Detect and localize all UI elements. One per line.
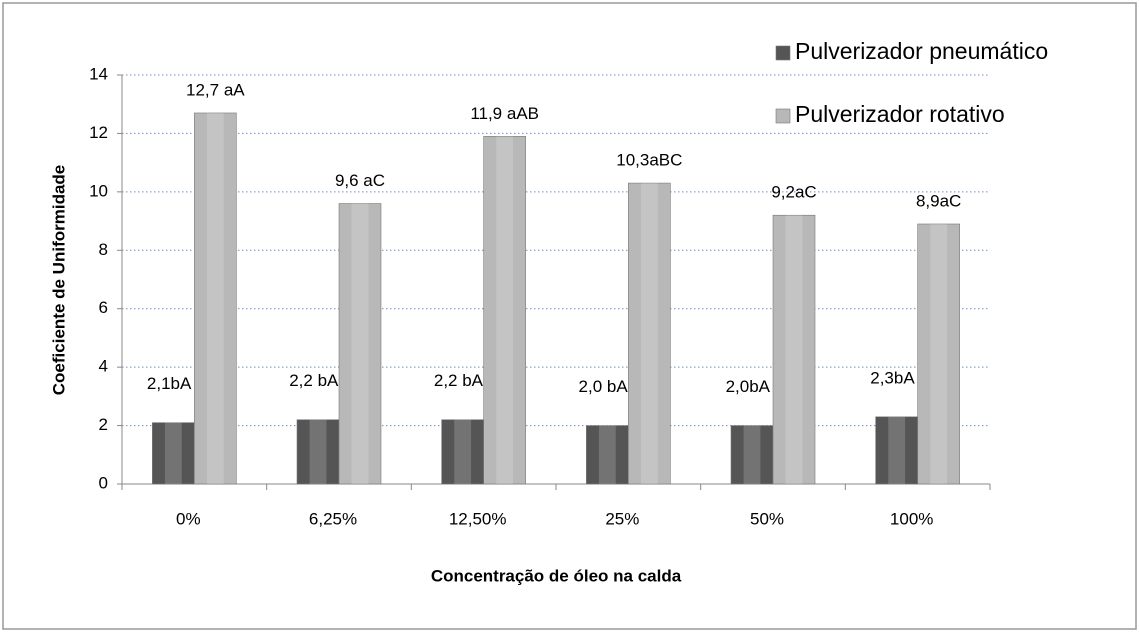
y-tick-label: 4 (99, 357, 108, 376)
data-label: 2,0 bA (579, 377, 629, 396)
bar-highlight (496, 136, 514, 484)
y-tick-label: 8 (99, 240, 108, 259)
y-tick-label: 14 (89, 64, 108, 83)
bar-highlight (743, 425, 761, 484)
data-label: 12,7 aA (186, 80, 245, 99)
data-label: 8,9aC (916, 191, 961, 210)
bar-highlight (351, 203, 369, 485)
bar-highlight (785, 215, 803, 484)
y-tick-label: 2 (99, 415, 108, 434)
data-label: 10,3aBC (616, 151, 682, 170)
x-tick-label: 6,25% (309, 509, 357, 528)
data-label: 2,3bA (870, 368, 915, 387)
data-label: 2,2 bA (434, 371, 484, 390)
x-tick-label: 50% (750, 509, 784, 528)
y-axis-title: Coeficiente de Uniformidade (49, 165, 68, 395)
bar (194, 112, 237, 485)
bar (338, 203, 382, 485)
y-tick-label: 0 (99, 473, 108, 492)
bar (483, 136, 526, 485)
bar (917, 223, 960, 485)
bar (730, 425, 774, 485)
bar (586, 425, 629, 485)
bar-highlight (454, 419, 472, 484)
data-label: 9,6 aC (335, 171, 385, 190)
x-tick-label: 25% (605, 509, 639, 528)
data-label: 2,2 bA (289, 371, 339, 390)
bar (875, 416, 918, 485)
x-axis-title: Concentração de óleo na calda (431, 566, 682, 585)
legend-label: Pulverizador pneumático (795, 38, 1048, 64)
bar-highlight (640, 183, 658, 485)
bar-highlight (164, 422, 182, 484)
legend-swatch (775, 45, 791, 61)
x-tick-label: 0% (176, 509, 201, 528)
bar-highlight (930, 223, 948, 484)
data-label: 2,0bA (726, 377, 771, 396)
bar (441, 419, 484, 485)
bar-highlight (309, 419, 327, 484)
y-tick-label: 6 (99, 298, 108, 317)
x-tick-label: 12,50% (449, 509, 507, 528)
y-tick-label: 12 (89, 123, 108, 142)
legend-swatch (775, 108, 791, 124)
bar (628, 182, 671, 485)
data-label: 2,1bA (147, 374, 192, 393)
bar-highlight (888, 416, 906, 484)
bar (296, 419, 340, 485)
y-tick-label: 10 (89, 181, 108, 200)
legend-label: Pulverizador rotativo (795, 101, 1005, 127)
bar (772, 214, 816, 485)
data-label: 9,2aC (771, 183, 816, 202)
x-tick-label: 100% (890, 509, 933, 528)
data-label: 11,9 aAB (470, 104, 539, 123)
bar-highlight (206, 112, 224, 484)
bar-highlight (598, 425, 616, 484)
